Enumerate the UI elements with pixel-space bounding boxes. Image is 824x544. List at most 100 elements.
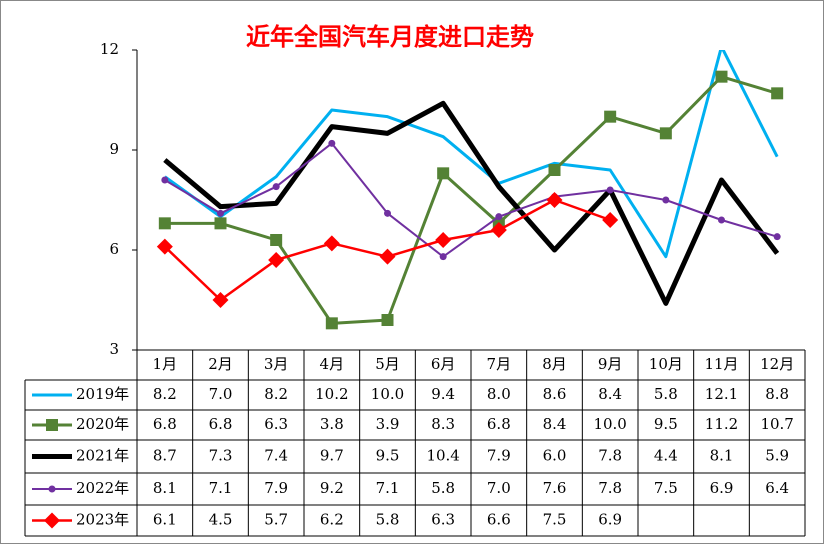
table-value: 10.4 — [426, 447, 459, 465]
table-value: 6.3 — [264, 415, 288, 433]
table-value: 6.4 — [765, 479, 789, 497]
x-tick-label: 7月 — [487, 355, 512, 373]
table-value: 7.5 — [543, 511, 567, 529]
legend-marker — [44, 512, 60, 529]
data-point — [270, 234, 283, 246]
table-value: 4.4 — [654, 447, 678, 465]
table-value: 7.6 — [543, 479, 567, 497]
table-value: 9.5 — [376, 447, 400, 465]
data-point — [773, 233, 781, 241]
table-value: 4.5 — [209, 511, 233, 529]
data-point — [715, 70, 728, 83]
table-value: 8.0 — [487, 385, 511, 403]
legend-marker — [48, 485, 56, 493]
table-value: 7.1 — [376, 479, 400, 497]
x-tick-label: 6月 — [431, 355, 456, 373]
table-value: 8.2 — [153, 385, 177, 403]
table-value: 10.0 — [371, 385, 404, 403]
table-value: 5.7 — [264, 511, 288, 529]
data-point — [214, 217, 227, 230]
data-point — [384, 209, 391, 217]
data-point — [490, 222, 507, 238]
data-point — [156, 238, 173, 255]
x-tick-label: 11月 — [704, 355, 738, 373]
data-point — [325, 317, 338, 330]
data-point — [328, 139, 336, 147]
table-value: 6.1 — [153, 511, 177, 529]
y-tick-label: 3 — [109, 340, 119, 358]
x-tick-label: 8月 — [542, 355, 567, 373]
table-value: 7.8 — [598, 479, 622, 497]
data-point — [602, 212, 619, 228]
table-value: 7.9 — [264, 479, 288, 497]
table-value: 5.8 — [431, 479, 455, 497]
table-value: 9.2 — [320, 479, 344, 497]
x-tick-label: 3月 — [264, 355, 289, 373]
table-value: 10.7 — [760, 415, 793, 433]
data-point — [604, 110, 617, 123]
x-tick-label: 9月 — [598, 355, 623, 373]
data-point — [212, 292, 229, 308]
y-tick-label: 9 — [109, 140, 119, 158]
series-line — [164, 75, 778, 325]
table-value: 8.1 — [710, 447, 734, 465]
data-point — [546, 192, 563, 208]
legend-label: 2021年 — [76, 447, 129, 465]
table-value: 5.9 — [765, 447, 789, 465]
legend-marker — [46, 419, 58, 431]
x-tick-label: 2月 — [208, 355, 233, 373]
table-value: 10.2 — [315, 385, 348, 403]
data-point — [435, 232, 452, 248]
table-value: 7.1 — [209, 479, 233, 497]
table-value: 7.0 — [487, 479, 511, 497]
chart-title: 近年全国汽车月度进口走势 — [246, 23, 534, 51]
data-point — [272, 183, 280, 191]
table-value: 6.0 — [543, 447, 567, 465]
legend-label: 2023年 — [76, 511, 129, 529]
data-point — [662, 196, 670, 204]
table-value: 6.6 — [487, 511, 511, 529]
y-tick-label: 12 — [100, 40, 119, 58]
series-line — [163, 100, 780, 306]
data-point — [161, 176, 169, 184]
table-value: 8.8 — [765, 385, 789, 403]
table-value: 7.4 — [264, 447, 288, 465]
x-tick-label: 4月 — [320, 355, 345, 373]
x-tick-label: 1月 — [153, 355, 178, 373]
data-point — [548, 164, 561, 176]
data-point — [217, 209, 224, 217]
data-point — [659, 127, 672, 140]
data-point — [437, 167, 450, 180]
table-value: 9.4 — [431, 385, 455, 403]
table-value: 8.7 — [153, 447, 177, 465]
table-value: 7.0 — [209, 385, 233, 403]
table-value: 7.8 — [598, 447, 622, 465]
table-value: 8.2 — [264, 385, 288, 403]
table-value: 6.8 — [487, 415, 511, 433]
table-value: 6.2 — [320, 511, 344, 529]
table-value: 7.9 — [487, 447, 511, 465]
data-point — [158, 217, 171, 230]
table-value: 6.8 — [153, 415, 177, 433]
table-value: 12.1 — [705, 385, 738, 403]
table-value: 8.4 — [543, 415, 567, 433]
data-point — [439, 253, 447, 261]
table-value: 8.6 — [543, 385, 567, 403]
table-value: 9.5 — [654, 415, 678, 433]
data-point — [323, 235, 340, 252]
legend-label: 2019年 — [76, 385, 129, 403]
data-point — [718, 216, 725, 224]
table-value: 3.9 — [376, 415, 400, 433]
table-value: 6.9 — [598, 511, 622, 529]
table-value: 3.8 — [320, 415, 344, 433]
data-point — [381, 314, 394, 326]
table-value: 6.8 — [209, 415, 233, 433]
x-tick-label: 12月 — [760, 355, 794, 373]
table-value: 7.3 — [209, 447, 233, 465]
x-tick-label: 5月 — [375, 355, 400, 373]
table-value: 6.3 — [431, 511, 455, 529]
data-point — [268, 252, 285, 268]
plot-area — [156, 50, 784, 330]
